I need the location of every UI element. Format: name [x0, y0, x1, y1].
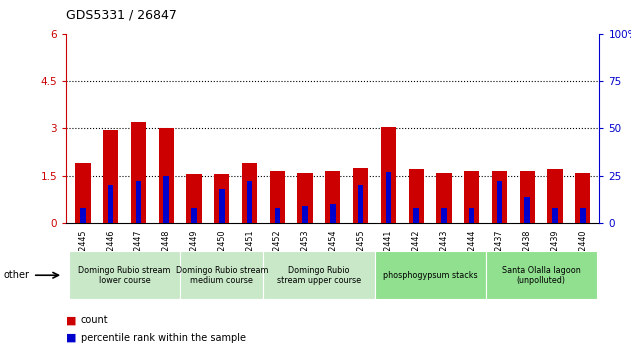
Bar — [242, 163, 257, 223]
Text: GDS5331 / 26847: GDS5331 / 26847 — [66, 9, 177, 22]
Bar — [219, 189, 225, 223]
Text: Santa Olalla lagoon
(unpolluted): Santa Olalla lagoon (unpolluted) — [502, 266, 581, 285]
Bar — [108, 185, 114, 223]
Bar — [330, 204, 336, 223]
Bar — [186, 174, 202, 223]
Bar — [274, 208, 280, 223]
Bar — [191, 208, 197, 223]
Bar — [297, 172, 313, 223]
Bar — [464, 171, 480, 223]
Bar — [469, 208, 475, 223]
Text: ■: ■ — [66, 315, 77, 325]
Bar — [408, 169, 424, 223]
Bar — [163, 176, 169, 223]
Text: other: other — [3, 270, 29, 280]
Bar — [486, 251, 597, 299]
Bar — [552, 208, 558, 223]
Bar — [519, 171, 535, 223]
Bar — [441, 208, 447, 223]
Bar — [247, 181, 252, 223]
Bar — [358, 185, 363, 223]
Bar — [325, 171, 341, 223]
Bar — [158, 128, 174, 223]
Bar — [263, 251, 375, 299]
Bar — [75, 163, 91, 223]
Bar — [136, 181, 141, 223]
Bar — [580, 208, 586, 223]
Bar — [575, 172, 591, 223]
Bar — [524, 196, 530, 223]
Text: percentile rank within the sample: percentile rank within the sample — [81, 333, 245, 343]
Bar — [302, 206, 308, 223]
Bar — [380, 127, 396, 223]
Bar — [353, 168, 369, 223]
Bar — [103, 130, 119, 223]
Text: Domingo Rubio
stream upper course: Domingo Rubio stream upper course — [277, 266, 361, 285]
Bar — [492, 171, 507, 223]
Bar — [497, 181, 502, 223]
Bar — [436, 172, 452, 223]
Bar — [180, 251, 263, 299]
Bar — [269, 171, 285, 223]
Bar — [131, 122, 146, 223]
Text: phosphogypsum stacks: phosphogypsum stacks — [383, 271, 478, 280]
Text: ■: ■ — [66, 333, 77, 343]
Text: count: count — [81, 315, 109, 325]
Bar — [69, 251, 180, 299]
Bar — [386, 172, 391, 223]
Bar — [413, 208, 419, 223]
Bar — [375, 251, 486, 299]
Bar — [80, 208, 86, 223]
Bar — [547, 169, 563, 223]
Text: Domingo Rubio stream
lower course: Domingo Rubio stream lower course — [78, 266, 171, 285]
Text: Domingo Rubio stream
medium course: Domingo Rubio stream medium course — [175, 266, 268, 285]
Bar — [214, 174, 230, 223]
